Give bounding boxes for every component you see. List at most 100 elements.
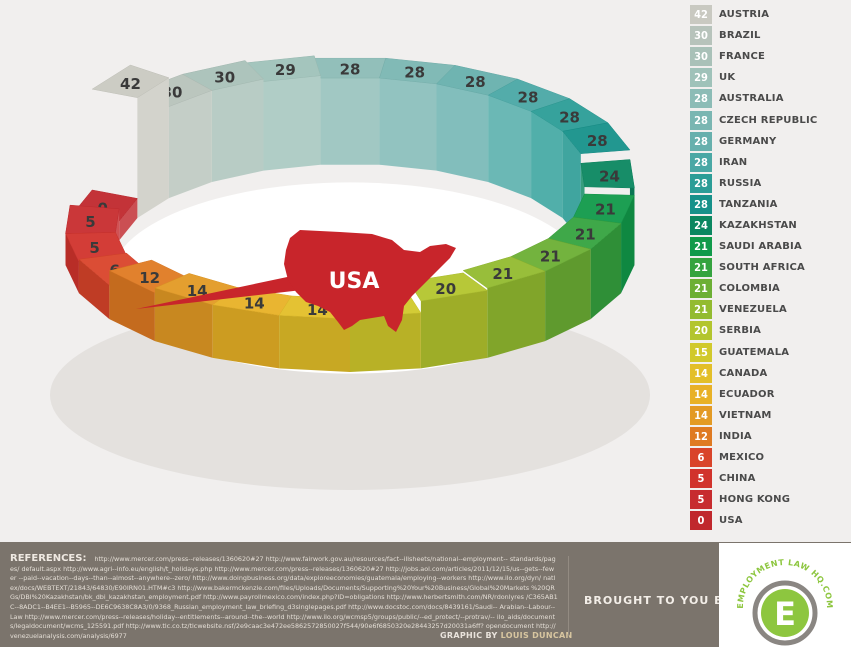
segment-value-label: 28	[559, 109, 580, 127]
references-text: http://www.mercer.com/press--releases/13…	[10, 555, 558, 640]
legend-item: 42 AUSTRIA	[690, 4, 848, 25]
ring-segment-ecuador: 14	[212, 287, 292, 369]
logo-disc	[761, 589, 809, 637]
legend-label: INDIA	[719, 430, 752, 442]
legend-item: 14 ECUADOR	[690, 384, 848, 405]
segment-value-label: 20	[435, 280, 456, 298]
legend-value: 14	[690, 405, 712, 425]
ring-segment-austria: 42	[91, 64, 170, 218]
legend-item: 28 CZECH REPUBLIC	[690, 109, 848, 130]
legend-value: 28	[690, 89, 712, 109]
legend-label: IRAN	[719, 156, 748, 168]
legend-value: 24	[690, 215, 712, 235]
legend-item: 14 VIETNAM	[690, 405, 848, 426]
legend-label: VIETNAM	[719, 409, 772, 421]
legend-label: AUSTRIA	[719, 9, 770, 21]
legend-value: 29	[690, 68, 712, 88]
references-title: REFERENCES:	[10, 553, 87, 564]
usa-shape	[284, 230, 456, 332]
logo: EMPLOYMENT LAW HQ.COM E	[719, 543, 851, 647]
legend-label: BRAZIL	[719, 30, 761, 42]
legend-value: 0	[690, 511, 712, 531]
legend-value: 14	[690, 384, 712, 404]
legend-value: 6	[690, 448, 712, 468]
ring-segment-serbia: 20	[408, 272, 488, 369]
segment-value-label: 5	[89, 239, 99, 257]
references: REFERENCES: http://www.mercer.com/press--…	[10, 554, 558, 641]
legend-item: 5 HONG KONG	[690, 489, 848, 510]
graphic-by-label: GRAPHIC BY	[440, 631, 498, 640]
segment-value-label: 28	[340, 60, 361, 78]
legend-label: USA	[719, 515, 743, 527]
footer-divider	[568, 556, 569, 636]
segment-value-label: 24	[599, 167, 620, 185]
segment-value-label: 21	[492, 265, 513, 283]
logo-mark: EMPLOYMENT LAW HQ.COM E	[736, 558, 834, 646]
legend-label: GUATEMALA	[719, 346, 790, 358]
brought-to-you-by: BROUGHT TO YOU BY	[584, 594, 732, 607]
legend-item: 24 KAZAKHSTAN	[690, 215, 848, 236]
legend-label: VENEZUELA	[719, 304, 787, 316]
legend-label: SOUTH AFRICA	[719, 262, 805, 274]
legend-value: 42	[690, 5, 712, 25]
legend-item: 30 BRAZIL	[690, 25, 848, 46]
legend-item: 0 USA	[690, 510, 848, 531]
segment-value-label: 30	[214, 68, 235, 86]
ring-chart: 2829283028302842280285245216211221142114…	[50, 55, 650, 490]
legend-value: 14	[690, 363, 712, 383]
legend-item: 5 CHINA	[690, 468, 848, 489]
legend-item: 6 MEXICO	[690, 447, 848, 468]
segment-value-label: 21	[595, 201, 616, 219]
logo-ring	[752, 580, 818, 646]
segment-value-label: 29	[275, 61, 296, 79]
legend: 42 AUSTRIA 30 BRAZIL 30 FRANCE 29 UK 28 AUSTRALIA…	[690, 4, 848, 531]
legend-value: 28	[690, 152, 712, 172]
ring-segment-russia: 28	[530, 98, 609, 218]
legend-item: 28 GERMANY	[690, 131, 848, 152]
legend-item: 28 AUSTRALIA	[690, 88, 848, 109]
legend-label: ECUADOR	[719, 388, 775, 400]
ring-segment-france: 30	[181, 60, 264, 182]
legend-value: 20	[690, 321, 712, 341]
legend-label: MEXICO	[719, 452, 765, 464]
ring-segment-colombia: 21	[510, 238, 592, 342]
legend-label: CZECH REPUBLIC	[719, 114, 818, 126]
legend-label: KAZAKHSTAN	[719, 219, 797, 231]
legend-value: 28	[690, 173, 712, 193]
legend-value: 21	[690, 237, 712, 257]
legend-value: 21	[690, 258, 712, 278]
ring-segment-china: 5	[65, 232, 127, 294]
segment-value-label: 5	[85, 213, 95, 231]
legend-label: SERBIA	[719, 325, 762, 337]
legend-item: 21 COLOMBIA	[690, 278, 848, 299]
footer: REFERENCES: http://www.mercer.com/press--…	[0, 542, 851, 647]
segment-value-label: 21	[575, 225, 596, 243]
legend-item: 15 GUATEMALA	[690, 342, 848, 363]
segment-value-label: 14	[244, 295, 265, 313]
legend-item: 21 SAUDI ARABIA	[690, 236, 848, 257]
legend-value: 5	[690, 469, 712, 489]
legend-label: CHINA	[719, 473, 756, 485]
legend-item: 30 FRANCE	[690, 46, 848, 67]
logo-letter: E	[774, 595, 796, 633]
legend-item: 12 INDIA	[690, 426, 848, 447]
legend-value: 12	[690, 426, 712, 446]
legend-label: SAUDI ARABIA	[719, 241, 802, 253]
legend-item: 28 TANZANIA	[690, 194, 848, 215]
legend-label: GERMANY	[719, 135, 777, 147]
legend-value: 21	[690, 279, 712, 299]
legend-item: 28 RUSSIA	[690, 173, 848, 194]
legend-label: TANZANIA	[719, 198, 778, 210]
legend-value: 28	[690, 110, 712, 130]
segment-value-label: 28	[587, 132, 608, 150]
legend-item: 21 SOUTH AFRICA	[690, 257, 848, 278]
graphic-author: LOUIS DUNCAN	[500, 631, 573, 640]
legend-item: 29 UK	[690, 67, 848, 88]
ring-segment-germany: 28	[436, 65, 519, 182]
legend-label: AUSTRALIA	[719, 93, 784, 105]
legend-value: 30	[690, 26, 712, 46]
legend-label: RUSSIA	[719, 177, 762, 189]
usa-pointer	[136, 276, 302, 309]
legend-label: COLOMBIA	[719, 283, 780, 295]
legend-value: 28	[690, 194, 712, 214]
